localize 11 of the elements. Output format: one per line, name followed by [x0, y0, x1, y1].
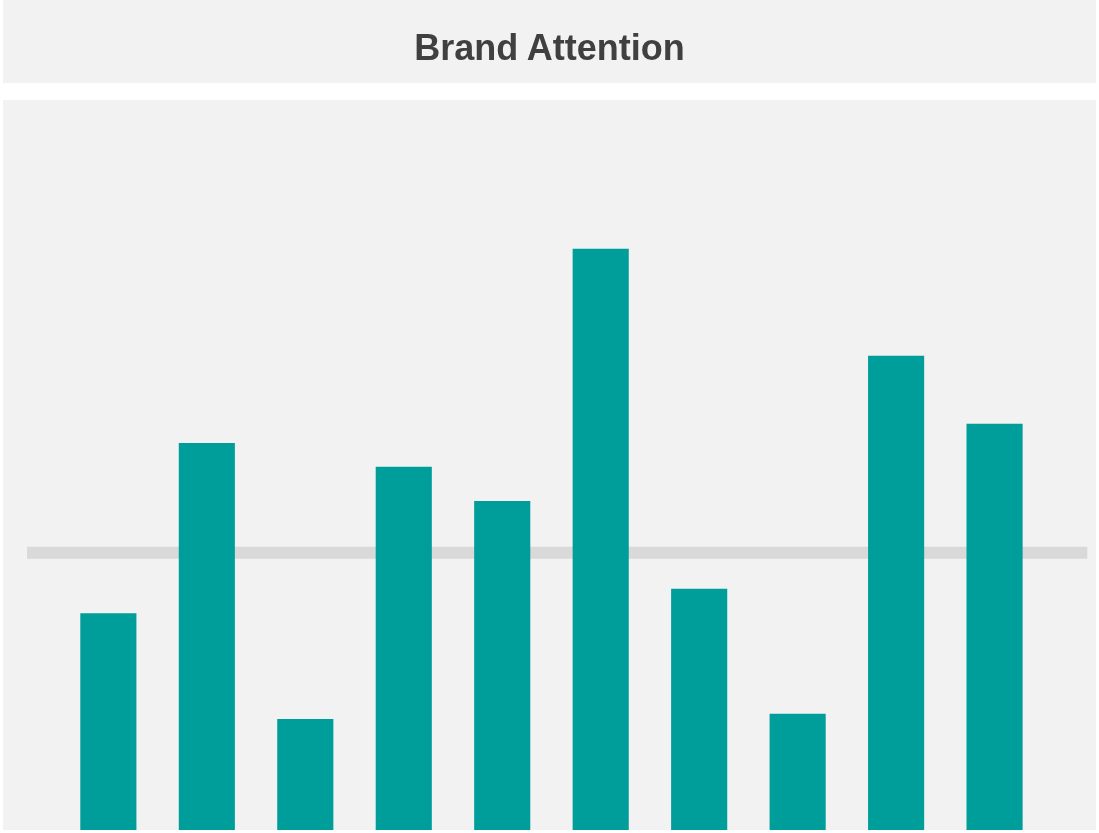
bar [375, 466, 432, 830]
bar [966, 423, 1023, 830]
bar [769, 713, 826, 830]
bar [474, 501, 531, 830]
bar [80, 613, 137, 830]
bar [868, 355, 925, 830]
bar [572, 248, 629, 830]
bar [671, 588, 728, 830]
chart-title: Brand Attention [414, 26, 685, 68]
bar [277, 718, 334, 830]
bar [178, 442, 235, 830]
